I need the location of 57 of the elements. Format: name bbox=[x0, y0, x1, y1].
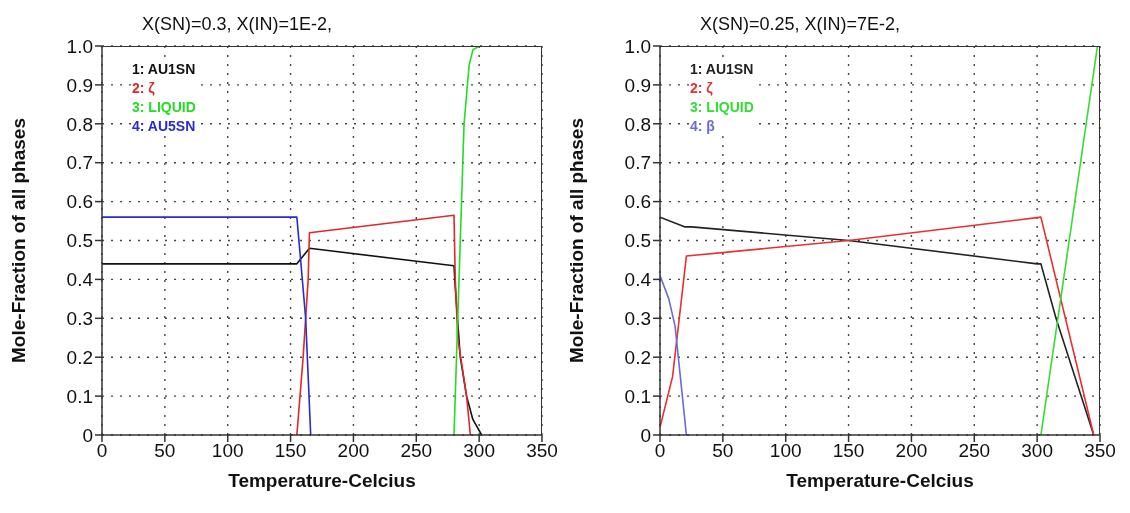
y-tick-label: 0.2 bbox=[66, 346, 93, 368]
y-tick-label: 0.4 bbox=[66, 269, 94, 291]
x-tick-label: 200 bbox=[337, 440, 370, 462]
y-tick-label: 0.5 bbox=[66, 230, 93, 252]
text: 2: ζ bbox=[690, 79, 714, 98]
x-tick-label: 350 bbox=[526, 440, 558, 462]
line-series bbox=[102, 247, 483, 435]
text: 1: AU1SN bbox=[132, 60, 196, 79]
line-series bbox=[660, 216, 1095, 435]
y-tick-label: 0 bbox=[640, 424, 651, 446]
y-tick-label: 0.6 bbox=[624, 191, 651, 213]
y-tick-label: 0.3 bbox=[624, 308, 651, 330]
y-tick-label: 0.1 bbox=[66, 385, 93, 407]
x-tick-label: 300 bbox=[1021, 440, 1053, 462]
y-tick-label: 0.4 bbox=[624, 269, 652, 291]
x-tick-label: 150 bbox=[274, 440, 307, 462]
line-series bbox=[102, 216, 312, 435]
y-tick-label: 0.7 bbox=[66, 152, 93, 174]
x-tick-label: 200 bbox=[895, 440, 928, 462]
chart-title: X(SN)=0.25, X(IN)=7E-2, bbox=[700, 14, 901, 35]
text: 4: AU5SN bbox=[132, 117, 196, 136]
y-tick-label: 0.8 bbox=[66, 113, 93, 135]
x-tick-label: 50 bbox=[154, 440, 176, 462]
y-tick-label: 0.3 bbox=[66, 308, 93, 330]
x-tick-label: 300 bbox=[463, 440, 495, 462]
y-tick-label: 0.1 bbox=[624, 385, 651, 407]
x-tick-label: 250 bbox=[400, 440, 433, 462]
x-tick-label: 0 bbox=[96, 440, 108, 462]
y-axis-title: Mole-Fraction of all phases bbox=[7, 118, 29, 363]
line-series bbox=[296, 214, 472, 435]
y-tick-label: 0.8 bbox=[624, 113, 651, 135]
x-axis-title: Temperature-Celcius bbox=[786, 470, 974, 491]
text: 1: AU1SN bbox=[690, 60, 754, 79]
text: 4: β bbox=[690, 117, 716, 136]
y-tick-label: 0.6 bbox=[66, 191, 93, 213]
line-series bbox=[660, 274, 688, 435]
y-tick-label: 0.9 bbox=[624, 74, 651, 96]
text: 3: LIQUID bbox=[690, 98, 754, 117]
y-tick-label: 0 bbox=[82, 424, 93, 446]
y-tick-label: 0.9 bbox=[66, 74, 93, 96]
y-tick-label: 1.0 bbox=[624, 35, 651, 57]
x-tick-label: 150 bbox=[832, 440, 865, 462]
x-tick-label: 250 bbox=[958, 440, 991, 462]
chart-title: X(SN)=0.3, X(IN)=1E-2, bbox=[142, 14, 333, 35]
x-tick-label: 350 bbox=[1084, 440, 1116, 462]
y-tick-label: 0.7 bbox=[624, 152, 651, 174]
x-tick-label: 100 bbox=[769, 440, 802, 462]
x-tick-label: 50 bbox=[712, 440, 734, 462]
x-tick-label: 0 bbox=[654, 440, 666, 462]
y-tick-label: 0.2 bbox=[624, 346, 651, 368]
y-tick-label: 0.5 bbox=[624, 230, 651, 252]
text: 3: LIQUID bbox=[132, 98, 196, 117]
text: 2: ζ bbox=[132, 79, 156, 98]
x-tick-label: 100 bbox=[211, 440, 244, 462]
x-axis-title: Temperature-Celcius bbox=[228, 470, 416, 491]
y-tick-label: 1.0 bbox=[66, 35, 93, 57]
y-axis-title: Mole-Fraction of all phases bbox=[565, 118, 587, 363]
